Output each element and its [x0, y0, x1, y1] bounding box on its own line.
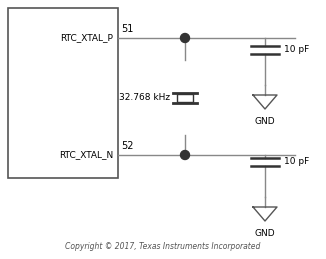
Text: RTC_XTAL_N: RTC_XTAL_N	[59, 150, 113, 160]
Text: GND: GND	[255, 117, 275, 126]
Text: 32.768 kHz: 32.768 kHz	[119, 93, 170, 102]
Text: GND: GND	[255, 229, 275, 238]
Circle shape	[181, 33, 189, 42]
Text: 52: 52	[121, 141, 134, 151]
Text: RTC_XTAL_P: RTC_XTAL_P	[60, 33, 113, 42]
Text: 51: 51	[121, 24, 133, 34]
Bar	[177, 93, 193, 102]
Bar	[8, 8, 118, 178]
Text: 10 pF: 10 pF	[284, 46, 309, 54]
Text: Copyright © 2017, Texas Instruments Incorporated: Copyright © 2017, Texas Instruments Inco…	[65, 242, 261, 251]
Circle shape	[181, 150, 189, 160]
Text: 10 pF: 10 pF	[284, 157, 309, 167]
